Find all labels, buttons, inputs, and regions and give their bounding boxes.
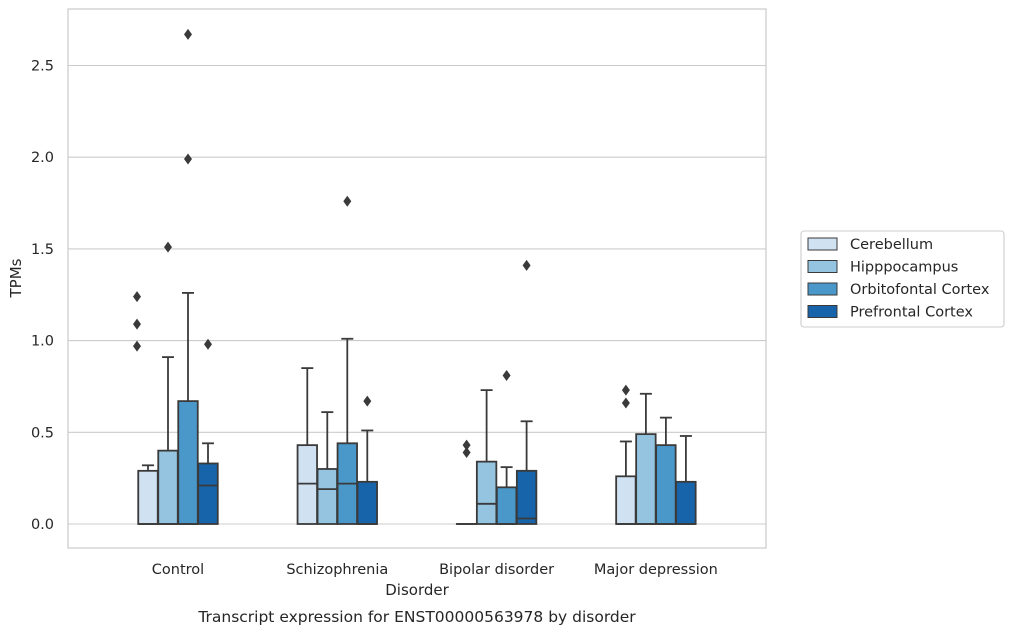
y-tick-label: 1.0: [31, 334, 54, 350]
box: [296, 444, 318, 525]
outlier-point: [343, 195, 352, 207]
x-tick-label: Control: [152, 562, 204, 578]
chart-caption: Transcript expression for ENST0000056397…: [197, 608, 636, 626]
box-cerebellum: [615, 384, 637, 525]
outlier-point: [462, 439, 471, 451]
box-prefrontal-cortex: [515, 259, 538, 525]
legend-label: Orbitofontal Cortex: [850, 282, 990, 298]
box: [475, 460, 498, 525]
y-tick-label: 2.5: [31, 59, 54, 75]
outlier-point: [502, 369, 511, 381]
outlier-point: [621, 384, 630, 396]
box-cerebellum: [296, 367, 318, 525]
legend-swatch: [807, 237, 838, 251]
legend-label: Prefrontal Cortex: [850, 305, 973, 321]
y-tick-label: 1.5: [31, 242, 54, 258]
outlier-point: [522, 259, 531, 271]
x-tick-label: Bipolar disorder: [439, 562, 554, 578]
outlier-point: [133, 318, 141, 330]
box: [615, 475, 637, 525]
box-cerebellum: [137, 464, 159, 525]
box-hipppocampus: [635, 392, 657, 525]
box-orbitofontal-cortex: [177, 28, 199, 525]
x-tick-label: Major depression: [594, 562, 718, 578]
outlier-point: [204, 338, 212, 350]
box: [675, 480, 697, 525]
plot-frame: [67, 8, 767, 549]
plot-area: [133, 28, 697, 525]
box: [157, 449, 179, 525]
legend-label: Hipppocampus: [850, 260, 958, 276]
box: [177, 400, 199, 525]
box: [655, 444, 677, 525]
x-axis: Control Schizophrenia Bipolar disorder Majo…: [152, 562, 718, 578]
legend-swatch: [807, 282, 838, 296]
box: [137, 469, 159, 525]
box-cerebellum: [455, 439, 478, 525]
y-tick-label: 2.0: [31, 150, 54, 166]
box-orbitofontal-cortex: [495, 369, 518, 525]
legend-label: Cerebellum: [850, 237, 933, 253]
box-hipppocampus: [157, 241, 179, 525]
outlier-point: [133, 340, 141, 352]
legend-swatch: [807, 305, 838, 318]
outlier-point: [184, 153, 192, 165]
legend: Cerebellum Hipppocampus Orbitofontal Corte…: [800, 230, 1005, 328]
box: [197, 462, 219, 525]
x-axis-label: Disorder: [385, 581, 449, 599]
box-prefrontal-cortex: [197, 338, 219, 525]
outlier-point: [184, 28, 192, 40]
box-hipppocampus: [316, 411, 338, 525]
legend-frame: [800, 230, 1005, 328]
box-hipppocampus: [475, 389, 498, 525]
y-axis-label: TPMs: [7, 258, 25, 298]
box-orbitofontal-cortex: [655, 416, 677, 525]
box: [495, 486, 518, 525]
box: [356, 480, 378, 525]
x-tick-label: Schizophrenia: [286, 562, 388, 578]
y-axis: 0.0 0.5 1.0 1.5 2.0 2.5: [31, 59, 54, 534]
legend-swatch: [807, 260, 838, 273]
outlier-point: [133, 291, 141, 303]
outlier-point: [164, 241, 172, 253]
box-prefrontal-cortex: [675, 435, 697, 525]
outlier-point: [462, 446, 471, 458]
y-tick-label: 0.0: [31, 517, 54, 533]
box: [635, 433, 657, 525]
box-orbitofontal-cortex: [336, 195, 358, 525]
outlier-point: [363, 395, 372, 407]
box-prefrontal-cortex: [356, 395, 378, 525]
box: [515, 469, 538, 525]
box: [316, 468, 338, 525]
y-tick-label: 0.5: [31, 425, 54, 441]
outlier-point: [621, 397, 630, 409]
